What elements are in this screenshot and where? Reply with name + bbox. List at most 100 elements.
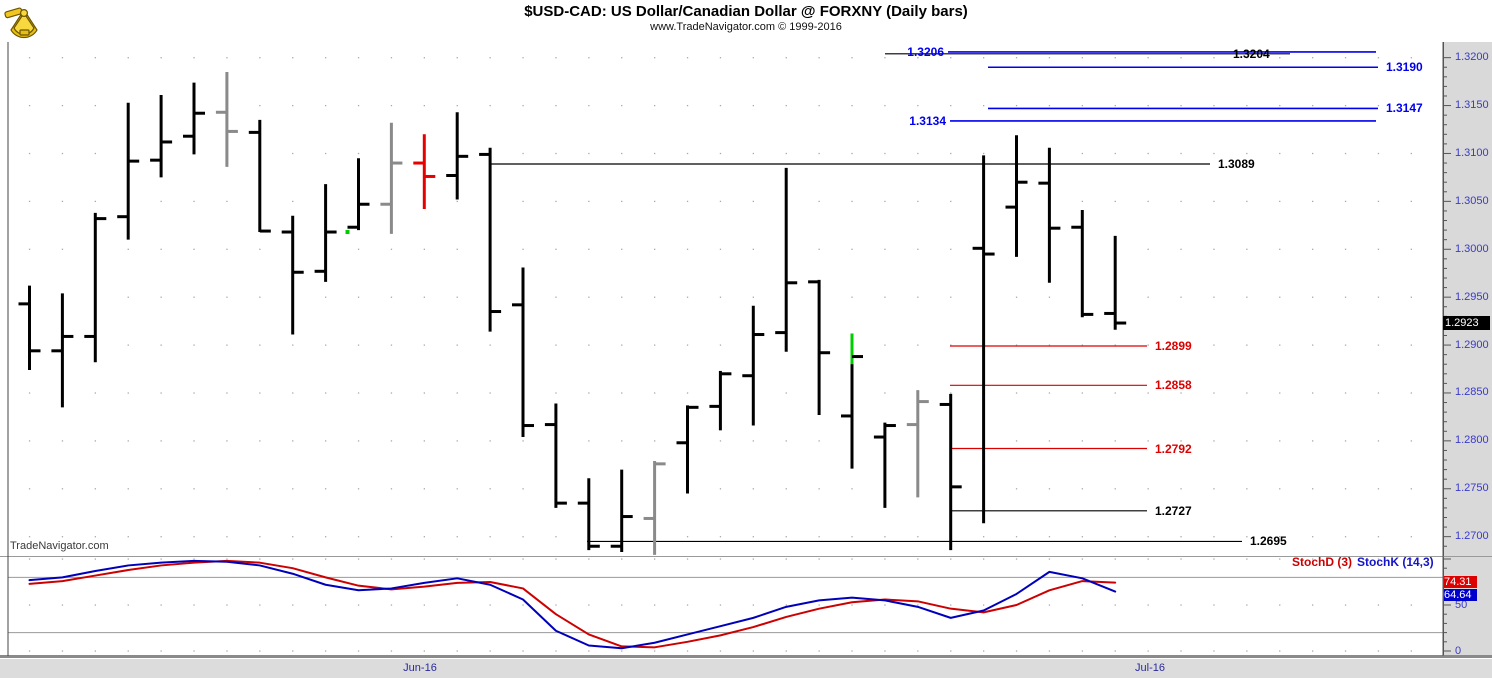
grid-dot xyxy=(1180,558,1182,560)
grid-dot xyxy=(1344,57,1347,59)
grid-dot xyxy=(1081,536,1083,538)
grid-dot xyxy=(983,536,985,538)
grid-dot xyxy=(654,440,656,442)
grid-dot xyxy=(160,344,162,346)
grid-dot xyxy=(1312,488,1314,490)
grid-dot xyxy=(61,558,64,560)
grid-dot xyxy=(94,558,96,560)
grid-dot xyxy=(1081,650,1083,652)
grid-dot xyxy=(1410,200,1412,203)
chart-title: $USD-CAD: US Dollar/Canadian Dollar @ FO… xyxy=(524,3,968,20)
grid-dot xyxy=(1312,152,1314,155)
grid-dot xyxy=(818,488,820,490)
grid-dot xyxy=(1081,200,1083,203)
grid-dot xyxy=(1081,104,1083,107)
grid-dot xyxy=(127,440,129,442)
grid-dot xyxy=(752,440,754,442)
grid-dot xyxy=(61,104,64,107)
grid-dot xyxy=(522,248,524,250)
grid-dot xyxy=(390,57,393,59)
ohlc-bar-33 xyxy=(1104,235,1127,330)
grid-dot xyxy=(1312,558,1314,560)
ohlc-bar-17 xyxy=(577,478,600,551)
grid-dot xyxy=(1081,152,1083,155)
grid-dot xyxy=(1344,440,1347,442)
grid-dot xyxy=(1377,536,1380,538)
grid-dot xyxy=(1213,440,1215,442)
ohlc-bar-4 xyxy=(150,95,173,178)
grid-dot xyxy=(28,488,31,490)
grid-dot xyxy=(1279,536,1281,538)
grid-dot xyxy=(785,536,787,538)
grid-dot xyxy=(1246,57,1248,59)
grid-dot xyxy=(28,392,31,394)
grid-dot xyxy=(226,344,228,346)
grid-dot xyxy=(1312,536,1314,538)
grid-dot xyxy=(193,488,195,490)
grid-dot xyxy=(851,604,853,606)
grid-dot xyxy=(785,104,787,107)
grid-dot xyxy=(357,440,360,442)
grid-dot xyxy=(226,296,228,298)
grid-dot xyxy=(1048,558,1051,560)
grid-dot xyxy=(1147,57,1149,59)
grid-dot xyxy=(423,344,425,346)
grid-dot xyxy=(1081,57,1083,59)
grid-dot xyxy=(1048,104,1051,107)
grid-dot xyxy=(357,152,360,155)
grid-dot xyxy=(983,104,985,107)
grid-dot xyxy=(1377,392,1380,394)
grid-dot xyxy=(522,488,524,490)
grid-dot xyxy=(950,200,952,203)
grid-dot xyxy=(983,57,985,59)
grid-dot xyxy=(752,604,754,606)
grid-dot xyxy=(917,296,919,298)
grid-dot xyxy=(1344,248,1347,250)
grid-dot xyxy=(226,604,228,606)
grid-dot xyxy=(226,650,228,652)
grid-dot xyxy=(1114,200,1116,203)
grid-dot xyxy=(917,344,919,346)
grid-dot xyxy=(292,392,294,394)
grid-dot xyxy=(686,200,689,203)
grid-dot xyxy=(1213,57,1215,59)
grid-dot xyxy=(456,200,458,203)
grid-dot xyxy=(127,536,129,538)
stoch-k-line xyxy=(28,559,1117,650)
grid-dot xyxy=(752,104,754,107)
grid-dot xyxy=(61,248,64,250)
grid-dot xyxy=(1279,104,1281,107)
grid-dot xyxy=(1147,296,1149,298)
grid-dot xyxy=(884,558,886,560)
grid-dot xyxy=(818,604,820,606)
grid-dot xyxy=(1147,558,1149,560)
date-axis-bar[interactable] xyxy=(0,659,1492,678)
grid-dot xyxy=(917,650,919,652)
grid-dot xyxy=(1377,650,1380,652)
grid-dot xyxy=(456,344,458,346)
grid-dot xyxy=(1344,200,1347,203)
grid-dot xyxy=(127,558,129,560)
grid-dot xyxy=(654,296,656,298)
stoch-d-legend[interactable]: StochD (3) xyxy=(1292,555,1352,569)
price-axis-gutter[interactable] xyxy=(1443,42,1492,656)
grid-dot xyxy=(1410,296,1412,298)
grid-dot xyxy=(719,57,722,59)
grid-dot xyxy=(1180,57,1182,59)
grid-dot xyxy=(719,488,722,490)
grid-dot xyxy=(686,57,689,59)
grid-dot xyxy=(1377,488,1380,490)
grid-dot xyxy=(950,604,952,606)
grid-dot xyxy=(785,650,787,652)
grid-dot xyxy=(325,440,327,442)
stoch-k-legend[interactable]: StochK (14,3) xyxy=(1357,555,1434,569)
grid-dot xyxy=(325,57,327,59)
grid-dot xyxy=(522,152,524,155)
grid-dot xyxy=(423,536,425,538)
grid-dot xyxy=(1279,248,1281,250)
grid-dot xyxy=(1180,344,1182,346)
grid-dot xyxy=(1279,488,1281,490)
grid-dot xyxy=(785,152,787,155)
grid-dot xyxy=(851,558,853,560)
